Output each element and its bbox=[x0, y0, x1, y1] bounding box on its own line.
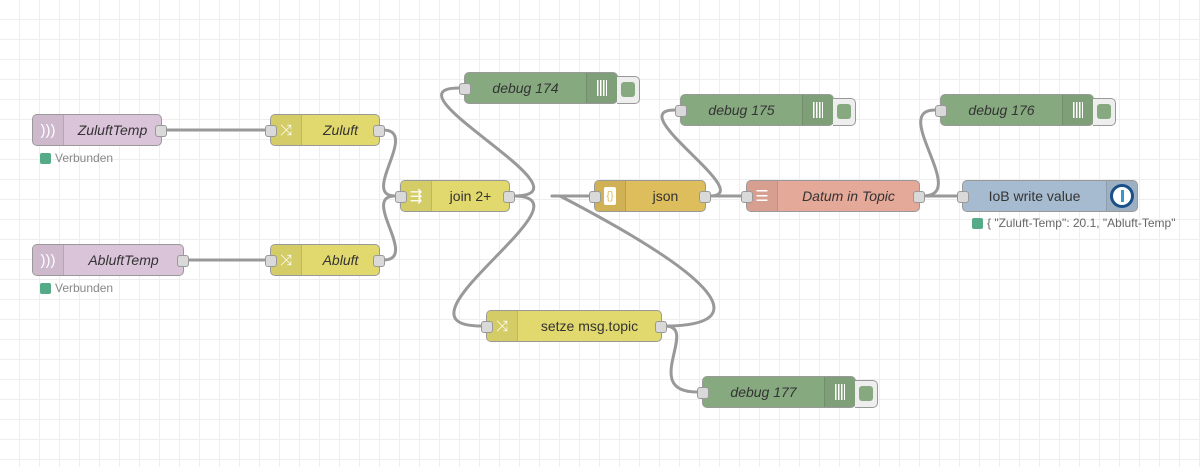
debug-node-176[interactable]: debug 176 bbox=[935, 94, 1116, 126]
node-label: debug 174 bbox=[492, 80, 559, 96]
input-port[interactable] bbox=[935, 105, 947, 117]
change-node-setze-topic[interactable]: ⤨ setze msg.topic bbox=[481, 310, 667, 342]
wire bbox=[550, 194, 716, 328]
wire bbox=[382, 194, 397, 262]
wire bbox=[919, 108, 940, 198]
input-port[interactable] bbox=[481, 321, 493, 333]
status-dot-icon bbox=[40, 282, 51, 294]
node-label: setze msg.topic bbox=[540, 318, 639, 334]
input-port[interactable] bbox=[957, 191, 969, 203]
node-label: ZuluftTemp bbox=[77, 122, 148, 138]
iob-write-node[interactable]: IoB write value bbox=[957, 180, 1138, 212]
status-text: { "Zuluft-Temp": 20.1, "Abluft-Temp" bbox=[987, 216, 1176, 230]
input-port[interactable] bbox=[741, 191, 753, 203]
status-dot-icon bbox=[972, 217, 983, 229]
node-label: debug 176 bbox=[968, 102, 1035, 118]
output-port[interactable] bbox=[655, 321, 667, 333]
node-label: Zuluft bbox=[322, 122, 358, 138]
node-label: AbluftTemp bbox=[88, 252, 159, 268]
wire bbox=[440, 86, 535, 198]
node-status: Verbunden bbox=[40, 281, 113, 295]
debug-node-175[interactable]: debug 175 bbox=[675, 94, 856, 126]
template-node-datum[interactable]: ☰ Datum in Topic bbox=[741, 180, 925, 212]
node-label: Abluft bbox=[322, 252, 359, 268]
node-status: Verbunden bbox=[40, 151, 113, 165]
debug-node-177[interactable]: debug 177 bbox=[697, 376, 878, 408]
output-port[interactable] bbox=[503, 191, 515, 203]
node-label: debug 177 bbox=[730, 384, 797, 400]
inject-node-zulufttemp[interactable]: ))) ZuluftTemp bbox=[32, 114, 167, 146]
change-node-zuluft[interactable]: ⤨ Zuluft bbox=[265, 114, 385, 146]
debug-node-174[interactable]: debug 174 bbox=[459, 72, 640, 104]
output-port[interactable] bbox=[155, 125, 167, 137]
output-port[interactable] bbox=[177, 255, 189, 267]
debug-list-icon bbox=[586, 73, 617, 103]
debug-toggle-button[interactable] bbox=[617, 76, 640, 104]
debug-toggle-button[interactable] bbox=[1093, 98, 1116, 126]
input-port[interactable] bbox=[589, 191, 601, 203]
output-port[interactable] bbox=[699, 191, 711, 203]
debug-list-icon bbox=[824, 377, 855, 407]
debug-list-icon bbox=[802, 95, 833, 125]
node-label: IoB write value bbox=[988, 188, 1081, 204]
node-label: join 2+ bbox=[449, 188, 492, 204]
signal-icon: ))) bbox=[33, 115, 64, 145]
status-text: Verbunden bbox=[55, 281, 114, 295]
wire bbox=[452, 194, 536, 328]
input-port[interactable] bbox=[675, 105, 687, 117]
debug-list-icon bbox=[1062, 95, 1093, 125]
wire bbox=[664, 324, 698, 394]
iobroker-icon bbox=[1106, 181, 1137, 211]
node-status: { "Zuluft-Temp": 20.1, "Abluft-Temp" bbox=[972, 216, 1175, 230]
node-label: Datum in Topic bbox=[802, 188, 895, 204]
braces-glyph: {} bbox=[604, 187, 616, 205]
input-port[interactable] bbox=[265, 255, 277, 267]
status-dot-icon bbox=[40, 152, 51, 164]
node-label: json bbox=[652, 188, 679, 204]
output-port[interactable] bbox=[373, 125, 385, 137]
node-label: debug 175 bbox=[708, 102, 775, 118]
change-node-abluft[interactable]: ⤨ Abluft bbox=[265, 244, 385, 276]
json-node[interactable]: {} json bbox=[589, 180, 711, 212]
input-port[interactable] bbox=[459, 83, 471, 95]
input-port[interactable] bbox=[265, 125, 277, 137]
wire bbox=[382, 128, 397, 198]
input-port[interactable] bbox=[697, 387, 709, 399]
output-port[interactable] bbox=[373, 255, 385, 267]
status-text: Verbunden bbox=[55, 151, 114, 165]
inject-node-ablufttemp[interactable]: ))) AbluftTemp bbox=[32, 244, 189, 276]
signal-icon: ))) bbox=[33, 245, 64, 275]
input-port[interactable] bbox=[395, 191, 407, 203]
join-node[interactable]: ⇶ join 2+ bbox=[395, 180, 515, 212]
debug-toggle-button[interactable] bbox=[855, 380, 878, 408]
debug-toggle-button[interactable] bbox=[833, 98, 856, 126]
output-port[interactable] bbox=[913, 191, 925, 203]
wire bbox=[660, 108, 722, 198]
